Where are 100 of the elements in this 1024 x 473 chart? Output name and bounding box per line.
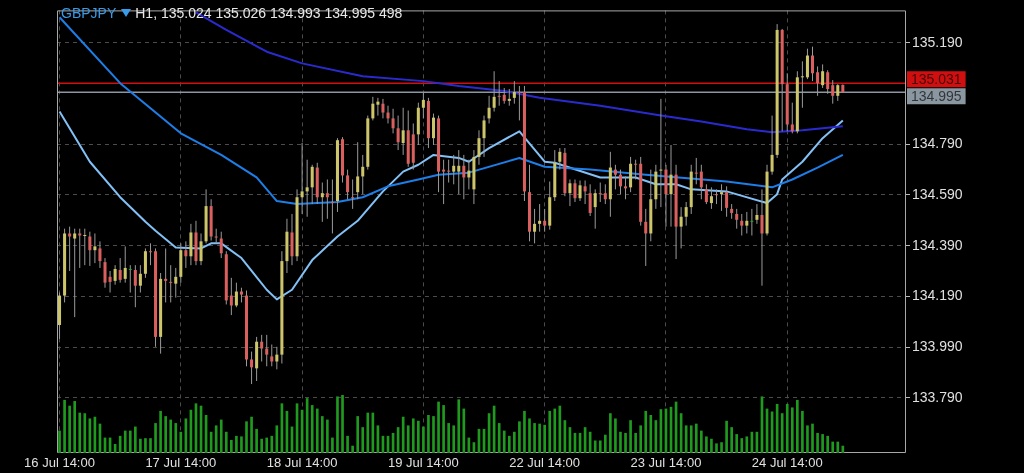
bar (179, 431, 183, 453)
bar (139, 438, 142, 453)
x-tick-label: 17 Jul 14:00 (145, 455, 217, 471)
candlestick (558, 147, 562, 171)
bar (240, 436, 243, 453)
candlestick (108, 270, 112, 294)
candlestick (133, 264, 137, 308)
x-tick-label: 24 Jul 14:00 (751, 455, 823, 471)
bar (447, 423, 450, 453)
bar (598, 440, 602, 453)
bar (331, 437, 334, 453)
candlestick (517, 85, 521, 121)
y-tick-label: 134.790 (912, 135, 963, 152)
bar (406, 425, 410, 453)
bar (796, 399, 799, 453)
candlestick (83, 228, 87, 266)
candlestick (704, 183, 708, 205)
candlestick (629, 156, 633, 193)
candlestick (396, 115, 400, 151)
candlestick (391, 108, 395, 134)
candlestick (265, 334, 269, 367)
candlestick (603, 183, 607, 205)
bar (624, 432, 627, 453)
candlestick (699, 164, 703, 200)
bar (154, 423, 157, 453)
bar (629, 420, 632, 453)
candlestick (457, 149, 461, 195)
bar (836, 441, 840, 453)
candlestick (679, 206, 683, 249)
chart-subtitle: H1, 135.024 135.026 134.993 134.995 498 (135, 5, 403, 21)
bar (128, 430, 132, 453)
bar (831, 441, 835, 453)
bar (432, 416, 435, 453)
bar (745, 436, 749, 453)
bar (634, 432, 637, 453)
candlestick (356, 141, 360, 200)
bar (639, 425, 643, 453)
candlestick (512, 80, 516, 105)
bar (164, 416, 167, 453)
bar (730, 427, 733, 453)
bar (821, 434, 824, 453)
y-tick-label: 134.590 (912, 185, 963, 202)
candlestick (174, 267, 178, 299)
candlestick (720, 183, 724, 212)
bar (149, 438, 152, 453)
bar (411, 418, 415, 453)
candlestick (376, 97, 380, 117)
candlestick (260, 334, 264, 362)
bar (553, 408, 557, 453)
bar (705, 436, 708, 453)
bar (219, 419, 223, 453)
bar (513, 431, 516, 453)
bar (230, 439, 233, 453)
candlestick (310, 164, 314, 205)
candlestick (709, 186, 713, 210)
candlestick (492, 70, 496, 113)
bar (270, 435, 274, 453)
bar (816, 432, 819, 453)
bar (123, 430, 127, 453)
bar (518, 421, 521, 453)
x-tick-label: 16 Jul 14:00 (24, 455, 95, 471)
bar (740, 438, 744, 453)
candlestick (219, 231, 223, 259)
candlestick (644, 208, 648, 267)
candlestick (740, 213, 744, 236)
bar (806, 425, 809, 453)
candlestick (462, 154, 466, 200)
bar (507, 435, 511, 453)
candlestick (447, 159, 451, 184)
candlestick (821, 63, 825, 89)
bar (144, 438, 147, 453)
bar (336, 396, 339, 453)
bar (528, 418, 531, 453)
candlestick (98, 240, 102, 269)
bar (320, 416, 324, 453)
candlestick (452, 154, 456, 185)
bar (497, 423, 501, 453)
y-tick-label: 133.990 (912, 337, 963, 354)
candlestick (229, 277, 233, 316)
candlestick (745, 211, 749, 234)
candlestick (810, 46, 815, 82)
candlestick (103, 257, 107, 289)
candlestick (381, 98, 385, 119)
bar (427, 414, 430, 453)
candlestick (760, 188, 764, 287)
bar (533, 423, 536, 453)
candlestick (669, 144, 673, 228)
y-tick-label: 134.390 (912, 236, 963, 253)
y-tick-label: 135.190 (912, 33, 963, 50)
candlestick (73, 228, 77, 318)
bar (255, 428, 258, 453)
bar (58, 430, 61, 453)
candlestick (93, 232, 97, 264)
bar (417, 420, 420, 453)
candlestick (684, 201, 688, 227)
x-tick-label: 18 Jul 14:00 (266, 455, 338, 471)
candlestick (816, 65, 820, 97)
bar (78, 412, 82, 453)
candlestick (250, 351, 254, 385)
bar (790, 407, 794, 453)
